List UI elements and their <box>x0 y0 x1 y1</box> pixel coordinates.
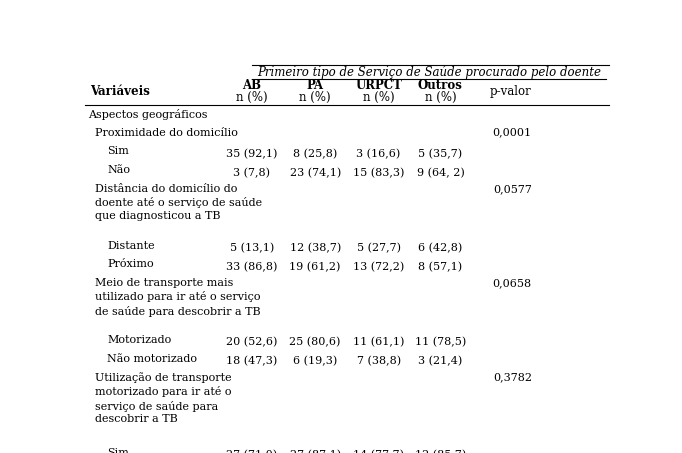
Text: 11 (61,1): 11 (61,1) <box>353 337 404 347</box>
Text: 3 (7,8): 3 (7,8) <box>233 168 270 178</box>
Text: 13 (72,2): 13 (72,2) <box>353 262 404 272</box>
Text: 5 (13,1): 5 (13,1) <box>230 243 274 253</box>
Text: 15 (83,3): 15 (83,3) <box>353 168 404 178</box>
Text: 0,0577: 0,0577 <box>493 184 532 194</box>
Text: Motorizado: Motorizado <box>108 335 172 345</box>
Text: Utilização de transporte
motorizado para ir até o
serviço de saúde para
descobri: Utilização de transporte motorizado para… <box>95 372 231 424</box>
Text: Primeiro tipo de Serviço de Saúde procurado pelo doente: Primeiro tipo de Serviço de Saúde procur… <box>257 65 601 78</box>
Text: 18 (47,3): 18 (47,3) <box>226 356 278 366</box>
Text: 5 (27,7): 5 (27,7) <box>357 243 400 253</box>
Text: 27 (87,1): 27 (87,1) <box>290 450 341 453</box>
Text: 0,3782: 0,3782 <box>493 372 532 382</box>
Text: AB: AB <box>242 79 261 92</box>
Text: PA: PA <box>307 79 324 92</box>
Text: n (%): n (%) <box>363 91 394 104</box>
Text: Próximo: Próximo <box>108 260 154 270</box>
Text: n (%): n (%) <box>425 91 456 104</box>
Text: URPCT: URPCT <box>355 79 402 92</box>
Text: 0,0658: 0,0658 <box>493 278 532 288</box>
Text: Sim: Sim <box>108 448 130 453</box>
Text: Distância do domicílio do
doente até o serviço de saúde
que diagnosticou a TB: Distância do domicílio do doente até o s… <box>95 184 262 221</box>
Text: 27 (71,0): 27 (71,0) <box>226 450 278 453</box>
Text: Outros: Outros <box>418 79 463 92</box>
Text: 19 (61,2): 19 (61,2) <box>289 262 341 272</box>
Text: 0,0001: 0,0001 <box>493 128 532 138</box>
Text: 20 (52,6): 20 (52,6) <box>226 337 278 347</box>
Text: Não motorizado: Não motorizado <box>108 354 198 364</box>
Text: Variáveis: Variáveis <box>91 85 151 98</box>
Text: Aspectos geográficos: Aspectos geográficos <box>88 109 207 120</box>
Text: Sim: Sim <box>108 146 130 156</box>
Text: 12 (38,7): 12 (38,7) <box>290 243 341 253</box>
Text: 6 (42,8): 6 (42,8) <box>418 243 462 253</box>
Text: 23 (74,1): 23 (74,1) <box>290 168 341 178</box>
Text: 3 (16,6): 3 (16,6) <box>357 149 401 159</box>
Text: 33 (86,8): 33 (86,8) <box>226 262 278 272</box>
Text: 8 (57,1): 8 (57,1) <box>418 262 462 272</box>
Text: 12 (85,7): 12 (85,7) <box>415 450 466 453</box>
Text: Não: Não <box>108 165 130 175</box>
Text: p-valor: p-valor <box>490 85 532 98</box>
Text: 35 (92,1): 35 (92,1) <box>226 149 278 159</box>
Text: Meio de transporte mais
utilizado para ir até o serviço
de saúde para descobrir : Meio de transporte mais utilizado para i… <box>95 278 261 317</box>
Text: n (%): n (%) <box>299 91 331 104</box>
Text: Proximidade do domicílio: Proximidade do domicílio <box>95 128 237 138</box>
Text: Distante: Distante <box>108 241 155 251</box>
Text: 8 (25,8): 8 (25,8) <box>293 149 338 159</box>
Text: 7 (38,8): 7 (38,8) <box>357 356 400 366</box>
Text: 3 (21,4): 3 (21,4) <box>418 356 462 366</box>
Text: 14 (77,7): 14 (77,7) <box>353 450 404 453</box>
Text: n (%): n (%) <box>236 91 267 104</box>
Text: 6 (19,3): 6 (19,3) <box>293 356 338 366</box>
Text: 5 (35,7): 5 (35,7) <box>418 149 462 159</box>
Text: 25 (80,6): 25 (80,6) <box>289 337 341 347</box>
Text: 11 (78,5): 11 (78,5) <box>415 337 466 347</box>
Text: 9 (64, 2): 9 (64, 2) <box>417 168 464 178</box>
